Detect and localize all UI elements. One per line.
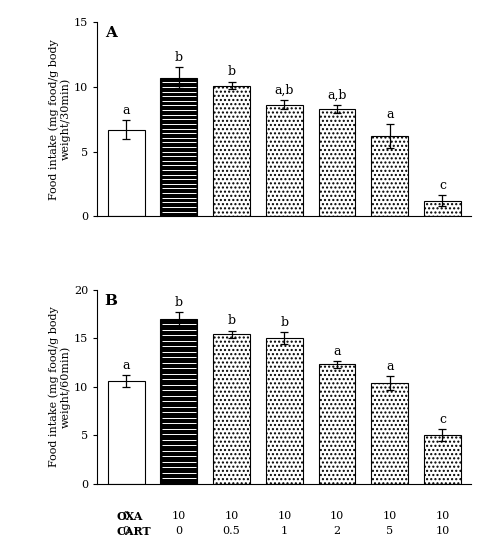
Text: 10: 10 bbox=[225, 511, 239, 521]
Text: a: a bbox=[122, 359, 130, 371]
Text: 10: 10 bbox=[172, 511, 186, 521]
Bar bbox=[424, 201, 461, 216]
Text: 10: 10 bbox=[382, 511, 397, 521]
Bar bbox=[318, 365, 355, 484]
Text: 0.5: 0.5 bbox=[223, 527, 241, 537]
Text: 0: 0 bbox=[175, 527, 182, 537]
Bar bbox=[160, 319, 197, 484]
Text: 1: 1 bbox=[281, 527, 288, 537]
Text: 5: 5 bbox=[386, 527, 393, 537]
Text: 10: 10 bbox=[435, 527, 450, 537]
Text: 2: 2 bbox=[333, 527, 341, 537]
Text: a: a bbox=[122, 104, 130, 117]
Bar bbox=[266, 338, 303, 484]
Text: c: c bbox=[439, 413, 446, 426]
Text: A: A bbox=[104, 26, 117, 40]
Bar bbox=[371, 383, 408, 484]
Text: a: a bbox=[333, 345, 341, 358]
Text: 10: 10 bbox=[435, 511, 450, 521]
Text: 10: 10 bbox=[330, 511, 344, 521]
Text: a,b: a,b bbox=[275, 84, 294, 97]
Text: b: b bbox=[175, 296, 183, 309]
Text: B: B bbox=[104, 294, 118, 307]
Text: 0: 0 bbox=[122, 527, 130, 537]
Bar bbox=[213, 86, 250, 216]
Text: OXA: OXA bbox=[116, 511, 142, 522]
Text: b: b bbox=[227, 65, 236, 78]
Bar bbox=[424, 435, 461, 484]
Text: CART: CART bbox=[116, 527, 151, 538]
Text: a: a bbox=[386, 108, 394, 121]
Bar bbox=[213, 334, 250, 484]
Text: b: b bbox=[280, 316, 288, 329]
Text: 10: 10 bbox=[277, 511, 292, 521]
Text: b: b bbox=[175, 51, 183, 64]
Bar bbox=[318, 109, 355, 216]
Y-axis label: Food intake (mg food/g body
weight/60min): Food intake (mg food/g body weight/60min… bbox=[48, 306, 71, 467]
Text: c: c bbox=[439, 179, 446, 192]
Bar bbox=[108, 130, 145, 216]
Text: b: b bbox=[227, 314, 236, 327]
Text: a: a bbox=[386, 360, 394, 373]
Text: a,b: a,b bbox=[327, 88, 347, 102]
Y-axis label: Food intake (mg food/g body
weight/30min): Food intake (mg food/g body weight/30min… bbox=[48, 39, 71, 200]
Text: 0: 0 bbox=[122, 511, 130, 521]
Bar bbox=[266, 105, 303, 216]
Bar bbox=[371, 136, 408, 216]
Bar bbox=[108, 381, 145, 484]
Bar bbox=[160, 78, 197, 216]
